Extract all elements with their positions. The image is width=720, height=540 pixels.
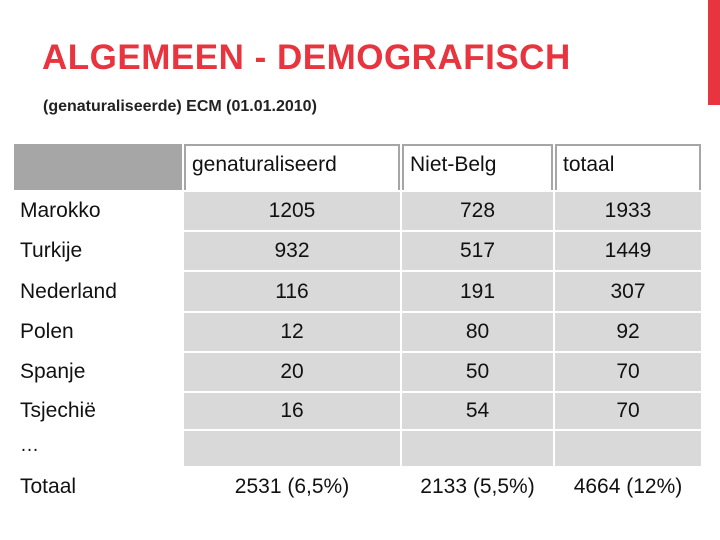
demographics-table: genaturaliseerd Niet-Belg totaal Marokko 120… [14, 144, 702, 506]
slide-title: ALGEMEEN - DEMOGRAFISCH [42, 38, 571, 77]
cell-country: Turkije [14, 232, 182, 270]
cell-country: Spanje [14, 353, 182, 391]
cell-non-belgian: 2133 (5,5%) [420, 475, 535, 498]
cell-naturalized: 16 [184, 393, 400, 429]
header-cell-naturalized: genaturaliseerd [184, 144, 400, 190]
cell-naturalized: 2531 (6,5%) [234, 475, 350, 498]
accent-bar [708, 0, 720, 105]
slide-subtitle: (genaturaliseerde) ECM (01.01.2010) [43, 98, 317, 115]
cell-non-belgian: 80 [402, 313, 553, 351]
cell-naturalized: 932 [184, 232, 400, 270]
cell-country: Totaal [14, 468, 182, 506]
cell-non-belgian: 517 [402, 232, 553, 270]
header-cell-non-belgian: Niet-Belg [402, 144, 553, 190]
header-cell-empty [14, 144, 182, 190]
cell-country: Marokko [14, 192, 182, 230]
cell-country: Nederland [14, 272, 182, 311]
cell-country: Tsjechië [14, 393, 182, 429]
cell-non-belgian: 50 [402, 353, 553, 391]
cell-naturalized: 20 [184, 353, 400, 391]
header-cell-total: totaal [555, 144, 701, 190]
cell-total: 1933 [555, 192, 701, 230]
cell-naturalized [184, 431, 400, 466]
cell-total: 70 [555, 353, 701, 391]
cell-non-belgian [402, 431, 553, 466]
cell-naturalized: 116 [184, 272, 400, 311]
cell-total: 70 [555, 393, 701, 429]
cell-total: 92 [555, 313, 701, 351]
cell-total: 4664 (12%) [573, 475, 683, 498]
cell-country: Polen [14, 313, 182, 351]
cell-non-belgian: 728 [402, 192, 553, 230]
cell-total [555, 431, 701, 466]
cell-country: … [14, 431, 182, 466]
cell-non-belgian: 54 [402, 393, 553, 429]
cell-total: 307 [555, 272, 701, 311]
cell-non-belgian: 191 [402, 272, 553, 311]
cell-naturalized: 1205 [184, 192, 400, 230]
cell-total: 1449 [555, 232, 701, 270]
cell-naturalized: 12 [184, 313, 400, 351]
